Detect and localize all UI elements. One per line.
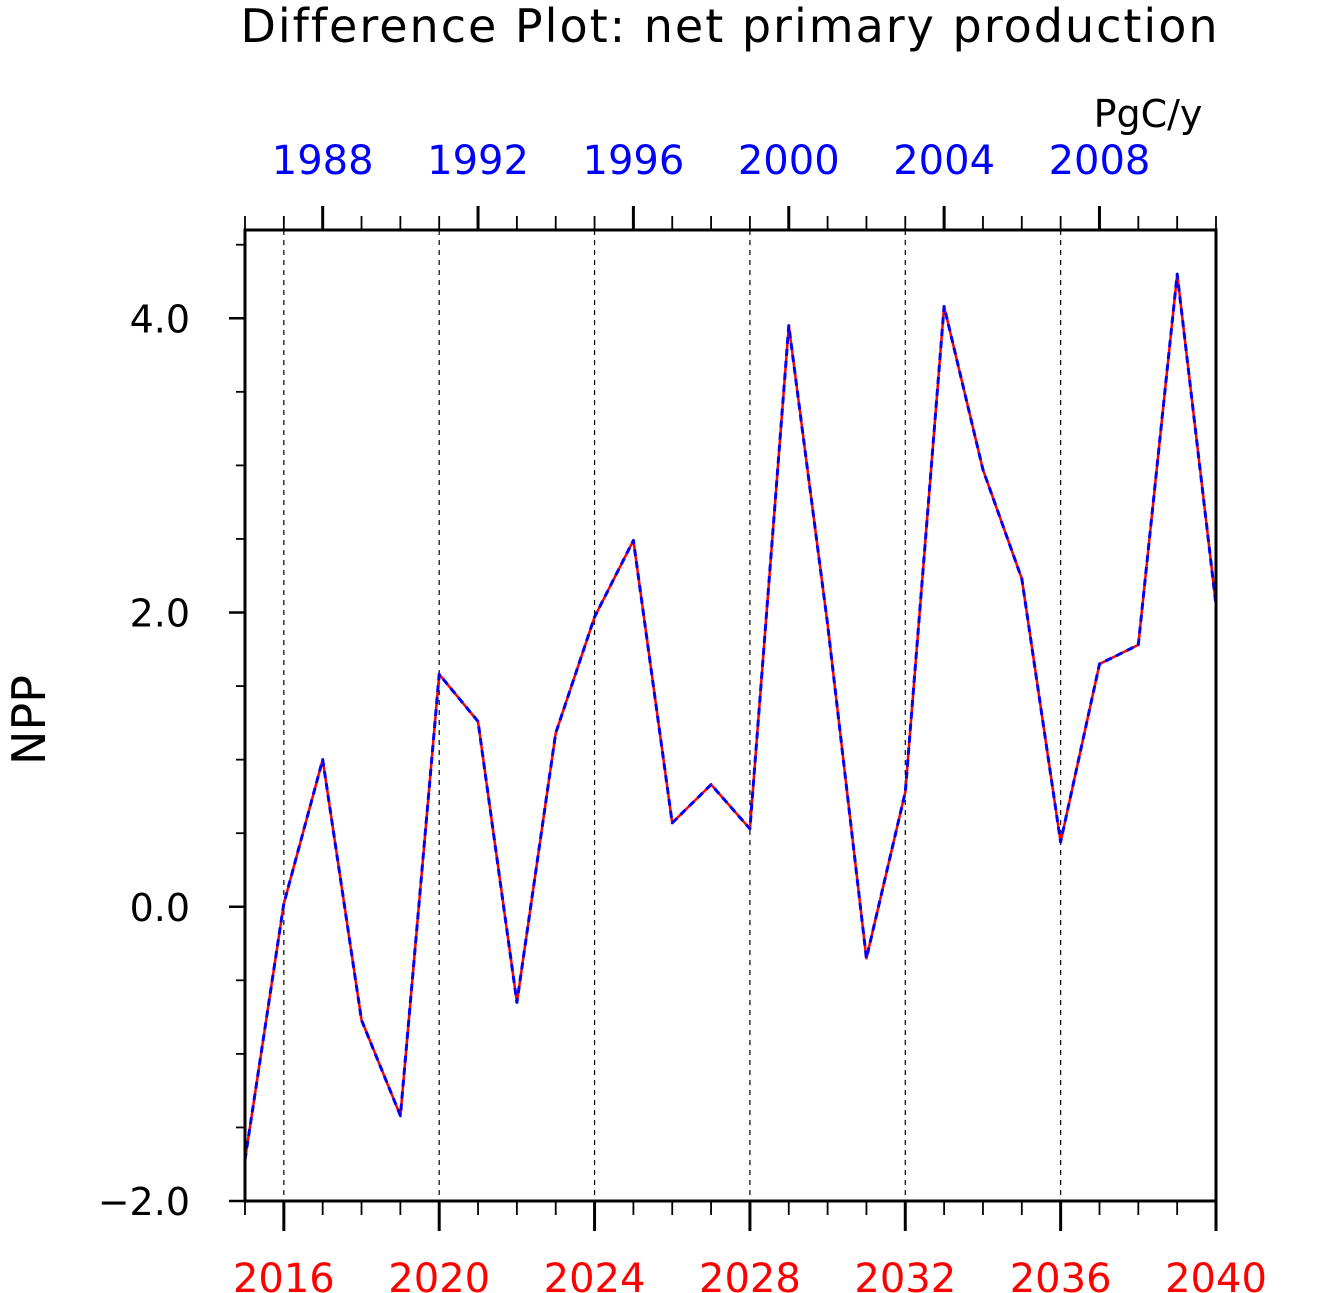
- x-top-tick-label: 1992: [427, 138, 529, 184]
- tick-labels: −2.0 0.0 2.0 4.0 2016 2020 2024 2028 2032 2036 204…: [98, 138, 1267, 1293]
- chart-title: Difference Plot: net primary production: [240, 0, 1219, 53]
- y-axis-label: NPP: [2, 675, 56, 765]
- x-bottom-tick-label: 2016: [233, 1256, 335, 1293]
- x-bottom-tick-label: 2040: [1165, 1256, 1267, 1293]
- x-bottom-tick-label: 2020: [388, 1256, 490, 1293]
- x-top-tick-label: 1988: [272, 138, 374, 184]
- x-bottom-tick-label: 2028: [699, 1256, 801, 1293]
- x-bottom-tick-label: 2036: [1010, 1256, 1112, 1293]
- y-tick-label: 4.0: [130, 297, 190, 341]
- x-top-tick-label: 2008: [1049, 138, 1151, 184]
- x-top-tick-label: 1996: [583, 138, 685, 184]
- series-line-1: [243, 272, 1218, 1160]
- units-label: PgC/y: [1094, 92, 1203, 136]
- gridlines: [283, 230, 1062, 1201]
- plot-frame: [243, 228, 1218, 1203]
- x-top-tick-label: 2004: [893, 138, 995, 184]
- series-lines: [243, 272, 1218, 1161]
- x-bottom-tick-label: 2032: [854, 1256, 956, 1293]
- axes: [229, 206, 1218, 1231]
- y-tick-label: −2.0: [98, 1180, 190, 1224]
- x-top-tick-label: 2000: [738, 138, 840, 184]
- y-tick-label: 0.0: [130, 886, 190, 930]
- x-bottom-tick-label: 2024: [544, 1256, 646, 1293]
- series-line-2: [243, 272, 1218, 1161]
- y-tick-label: 2.0: [130, 592, 190, 636]
